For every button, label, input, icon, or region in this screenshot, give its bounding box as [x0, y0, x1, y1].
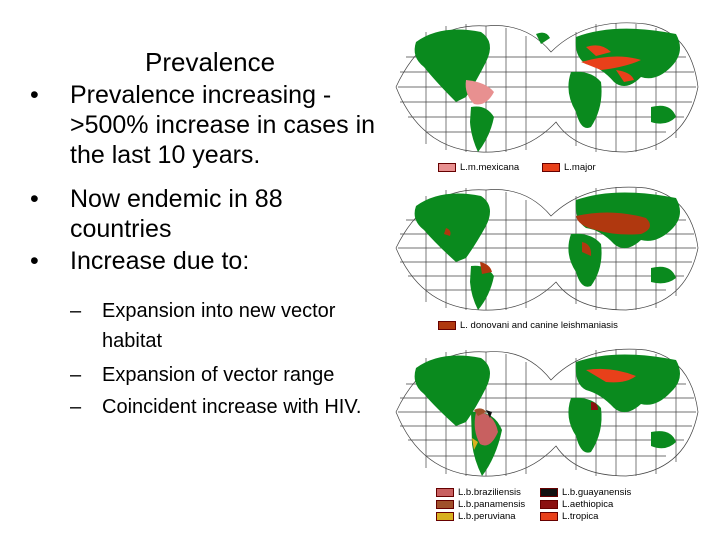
legend-label: L.b.panamensis [458, 499, 526, 510]
bullet-marker: • [30, 81, 39, 109]
sub-bullet-text: Expansion into new vector habitat [102, 300, 336, 352]
world-map-braziliensis-tropica [395, 348, 699, 477]
legend-swatch [540, 500, 558, 509]
map-graticule [395, 22, 699, 153]
bullet-item: • Prevalence increasing - >500% increase… [28, 80, 388, 184]
bullet-text: Now endemic in 88 countries [70, 185, 283, 243]
legend-label: L.b.guayanensis [562, 487, 632, 498]
legend-swatch [540, 488, 558, 497]
legend-label: L.aethiopica [562, 499, 614, 510]
sub-bullet-item: – Expansion of vector range [28, 360, 388, 392]
distribution-areas [465, 45, 641, 105]
legend-item: L.tropica [540, 511, 598, 522]
legend-label: L.tropica [562, 511, 599, 522]
bullet-marker: • [30, 247, 39, 275]
legend-swatch [436, 512, 454, 521]
legend-item: L.b.braziliensis [436, 487, 521, 498]
sub-bullet-marker: – [70, 396, 82, 418]
legend-swatch [542, 163, 560, 172]
legend-label: L.b.braziliensis [458, 487, 521, 498]
legend-item: L. donovani and canine leishmaniasis [438, 320, 618, 331]
bullet-item: • Increase due to: [28, 246, 388, 276]
sub-bullet-text: Expansion of vector range [102, 364, 335, 386]
land-masses [414, 192, 680, 310]
legend-label: L. donovani and canine leishmaniasis [460, 320, 618, 331]
map-graticule [395, 348, 699, 477]
legend-swatch [436, 488, 454, 497]
world-map-donovani [395, 186, 699, 311]
legend-swatch [540, 512, 558, 521]
bullet-text: Prevalence increasing - >500% increase i… [70, 81, 376, 169]
bullet-text: Increase due to: [70, 247, 250, 275]
legend-swatch [436, 500, 454, 509]
sub-bullet-marker: – [70, 300, 82, 322]
sub-bullet-text: Coincident increase with HIV. [102, 396, 362, 418]
legend-item: L.major [542, 162, 596, 173]
bullet-item: • Now endemic in 88 countries [28, 184, 388, 246]
sub-bullet-marker: – [70, 364, 82, 386]
land-masses [414, 28, 680, 152]
legend-label: L.m.mexicana [460, 162, 520, 173]
bullet-list: • Prevalence increasing - >500% increase… [28, 80, 388, 456]
sub-bullet-item: – Coincident increase with HIV. [28, 392, 388, 456]
land-masses [414, 354, 680, 476]
legend-item: L.aethiopica [540, 499, 613, 510]
legend-item: L.b.peruviana [436, 511, 516, 522]
map-panel-3: L.b.braziliensis L.b.guayanensis L.b.pan… [386, 340, 708, 522]
map-panel-2: L. donovani and canine leishmaniasis [386, 178, 708, 331]
legend-label: L.b.peruviana [458, 511, 516, 522]
distribution-areas [472, 368, 636, 450]
distribution-areas [444, 212, 650, 274]
legend-item: L.b.panamensis [436, 499, 525, 510]
slide-title: Prevalence [145, 47, 276, 77]
bullet-marker: • [30, 185, 39, 213]
legend-swatch [438, 163, 456, 172]
legend-item: L.m.mexicana [438, 162, 519, 173]
sub-bullet-item: – Expansion into new vector habitat [28, 296, 388, 360]
map-panel-1: L.m.mexicana L.major [386, 12, 708, 173]
world-map-mexicana-major [395, 22, 699, 153]
legend-item: L.b.guayanensis [540, 487, 631, 498]
legend-label: L.major [564, 162, 596, 173]
legend-swatch [438, 321, 456, 330]
